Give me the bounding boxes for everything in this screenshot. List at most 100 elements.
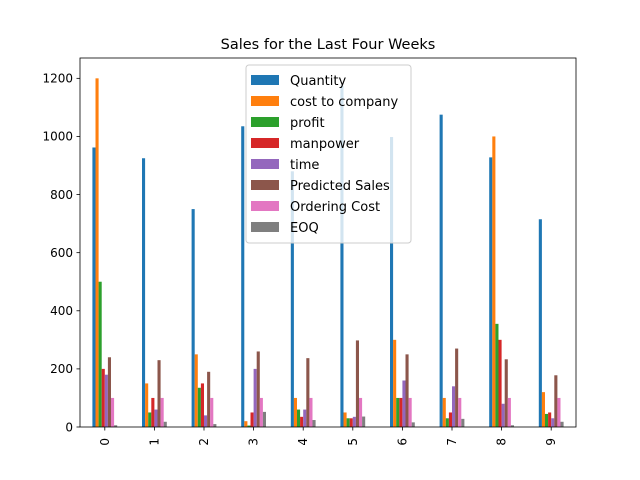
legend-swatch [251, 75, 279, 85]
x-tick-label: 4 [296, 438, 310, 446]
y-tick-label: 600 [50, 246, 73, 260]
legend-label: Ordering Cost [290, 200, 380, 215]
bar-profit-6 [396, 397, 400, 427]
y-tick-label: 400 [50, 304, 73, 318]
bar-time-6 [402, 380, 406, 427]
bar-manpower-7 [448, 412, 452, 427]
bar-cost-to-company-1 [145, 383, 149, 427]
bar-manpower-4 [300, 416, 304, 427]
bar-time-8 [501, 403, 505, 427]
bar-predicted-sales-9 [554, 375, 558, 427]
bar-cost-to-company-5 [343, 412, 347, 427]
bar-cost-to-company-0 [95, 78, 99, 427]
plot-area-frame [79, 57, 577, 428]
legend-swatch [251, 159, 279, 169]
bar-ordering-cost-5 [359, 397, 363, 427]
bar-eoq-3 [262, 411, 266, 427]
bar-quantity-5 [340, 85, 344, 427]
bar-cost-to-company-6 [393, 339, 397, 427]
x-tick-label: 6 [395, 438, 409, 446]
legend-swatch [251, 117, 279, 127]
x-tick-label: 1 [147, 438, 161, 446]
bar-profit-5 [346, 418, 350, 427]
legend-swatch [251, 138, 279, 148]
bar-cost-to-company-7 [442, 397, 446, 427]
bar-quantity-6 [390, 137, 394, 427]
legend-label: cost to company [290, 95, 399, 110]
y-axis: 0 200 400 600 800 1000 1200 [42, 72, 80, 434]
legend-swatch [251, 222, 279, 232]
bar-predicted-sales-4 [306, 358, 310, 427]
bar-time-5 [352, 416, 356, 427]
legend-swatch [251, 96, 279, 106]
x-tick-label: 9 [544, 438, 558, 446]
bar-ordering-cost-6 [408, 397, 412, 427]
chart-title: Sales for the Last Four Weeks [221, 37, 436, 53]
bar-eoq-5 [362, 416, 366, 427]
bar-eoq-8 [510, 425, 514, 427]
bar-profit-0 [98, 281, 102, 427]
bar-manpower-9 [548, 412, 552, 427]
bar-ordering-cost-9 [557, 397, 561, 427]
bar-time-4 [303, 409, 307, 427]
y-tick-label: 0 [65, 420, 73, 434]
bar-profit-7 [445, 418, 449, 427]
bar-cost-to-company-4 [293, 397, 297, 427]
bar-time-0 [104, 374, 108, 427]
bar-time-2 [204, 415, 208, 427]
bars-layer [92, 78, 564, 428]
bar-cost-to-company-2 [194, 354, 198, 427]
bar-eoq-9 [560, 421, 564, 427]
bar-ordering-cost-1 [160, 397, 164, 427]
bar-profit-9 [545, 413, 549, 427]
bar-manpower-8 [498, 339, 502, 427]
bar-time-9 [551, 418, 555, 427]
bar-predicted-sales-6 [405, 354, 409, 427]
legend-label: EOQ [290, 221, 319, 236]
y-tick-label: 1200 [42, 72, 73, 86]
bar-manpower-2 [200, 383, 204, 427]
bar-manpower-3 [250, 412, 254, 427]
bar-ordering-cost-8 [507, 397, 511, 427]
bar-predicted-sales-2 [207, 371, 211, 427]
bar-quantity-4 [290, 171, 294, 427]
bar-manpower-1 [151, 397, 155, 427]
bar-quantity-1 [142, 158, 146, 428]
bar-eoq-1 [163, 421, 167, 427]
x-tick-label: 5 [346, 438, 360, 446]
bar-quantity-9 [538, 219, 542, 427]
x-tick-label: 8 [495, 438, 509, 446]
bar-profit-8 [495, 323, 499, 427]
y-tick-label: 1000 [42, 130, 73, 144]
legend-box [245, 64, 412, 244]
bar-time-7 [452, 386, 456, 427]
bar-time-1 [154, 409, 158, 427]
bar-ordering-cost-7 [458, 397, 462, 427]
bar-eoq-0 [114, 425, 118, 427]
bar-ordering-cost-0 [111, 397, 115, 427]
legend-swatch [251, 201, 279, 211]
bar-eoq-2 [213, 424, 217, 427]
bar-eoq-7 [461, 418, 465, 427]
bar-eoq-6 [411, 422, 415, 427]
bar-cost-to-company-3 [244, 421, 248, 427]
legend: Quantity cost to company profit manpower tim… [245, 64, 412, 244]
legend-label: Quantity [290, 74, 346, 89]
bar-profit-3 [247, 425, 251, 427]
bar-manpower-0 [101, 368, 105, 427]
bar-predicted-sales-8 [504, 359, 508, 427]
bar-quantity-2 [191, 209, 195, 427]
bar-ordering-cost-2 [210, 397, 214, 427]
legend-swatch [251, 180, 279, 190]
bar-ordering-cost-3 [259, 397, 263, 427]
bar-predicted-sales-5 [355, 340, 359, 427]
bar-quantity-8 [489, 157, 493, 427]
bar-cost-to-company-9 [541, 392, 545, 427]
bar-quantity-0 [92, 147, 96, 428]
bar-predicted-sales-3 [256, 351, 260, 427]
x-tick-label: 7 [445, 438, 459, 446]
bar-profit-2 [197, 387, 201, 427]
bar-predicted-sales-7 [455, 348, 459, 427]
y-tick-label: 200 [50, 362, 73, 376]
